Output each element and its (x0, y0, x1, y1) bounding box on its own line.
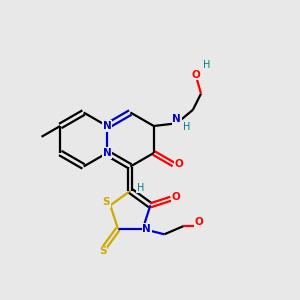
Text: N: N (103, 148, 111, 158)
Text: S: S (103, 197, 110, 207)
Text: O: O (194, 217, 203, 227)
Text: N: N (172, 114, 181, 124)
Text: O: O (172, 192, 180, 202)
Text: H: H (183, 122, 190, 132)
Text: O: O (191, 70, 200, 80)
Text: O: O (174, 160, 183, 170)
Text: H: H (137, 183, 144, 193)
Text: H: H (203, 60, 210, 70)
Text: N: N (142, 224, 151, 234)
Text: N: N (103, 121, 111, 131)
Text: S: S (99, 247, 106, 256)
